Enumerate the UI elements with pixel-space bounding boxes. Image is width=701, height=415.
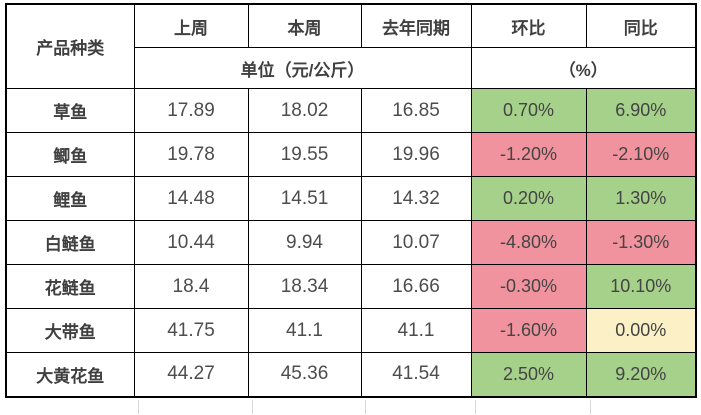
cell-last-week: 18.4 <box>133 264 249 309</box>
cell-yoy-change: 1.30% <box>585 176 697 221</box>
cell-product-name: 鲫鱼 <box>5 132 135 177</box>
cell-last-year: 41.1 <box>360 308 472 353</box>
table-row: 大带鱼 41.75 41.1 41.1 -1.60% 0.00% <box>5 308 697 353</box>
header-this-week: 本周 <box>247 3 362 48</box>
cell-yoy-change: 10.10% <box>585 264 697 309</box>
cell-this-week: 41.1 <box>247 308 362 353</box>
cell-wow-change: 0.20% <box>470 176 587 221</box>
table-row: 鲫鱼 19.78 19.55 19.96 -1.20% -2.10% <box>5 132 697 177</box>
cell-last-year: 16.85 <box>360 88 472 133</box>
table-row: 大黄花鱼 44.27 45.36 41.54 2.50% 9.20% <box>5 352 697 397</box>
table-row: 草鱼 17.89 18.02 16.85 0.70% 6.90% <box>5 88 697 133</box>
spreadsheet-region: 产品种类 上周 本周 去年同期 环比 同比 单位（元/公斤） （%） 草鱼 17.… <box>5 3 697 414</box>
cell-this-week: 19.55 <box>247 132 362 177</box>
cell-last-week: 14.48 <box>133 176 249 221</box>
cell-wow-change: 0.70% <box>470 88 587 133</box>
cell-wow-change: -4.80% <box>470 220 587 265</box>
cell-product-name: 大带鱼 <box>5 308 135 353</box>
gridline-stub <box>252 400 253 414</box>
cell-wow-change: -0.30% <box>470 264 587 309</box>
cell-last-week: 10.44 <box>133 220 249 265</box>
cell-this-week: 18.02 <box>247 88 362 133</box>
header-wow-change: 环比 <box>470 3 587 48</box>
cell-last-year: 16.66 <box>360 264 472 309</box>
cell-product-name: 花鲢鱼 <box>5 264 135 309</box>
cell-yoy-change: -2.10% <box>585 132 697 177</box>
cell-wow-change: -1.60% <box>470 308 587 353</box>
header-last-week: 上周 <box>133 3 249 48</box>
cell-product-name: 鲤鱼 <box>5 176 135 221</box>
cell-product-name: 大黄花鱼 <box>5 352 135 397</box>
cell-last-year: 10.07 <box>360 220 472 265</box>
cell-wow-change: 2.50% <box>470 352 587 397</box>
cell-last-year: 19.96 <box>360 132 472 177</box>
header-unit-price: 单位（元/公斤） <box>133 47 472 89</box>
gridline-stub <box>475 400 476 414</box>
table-row: 白鲢鱼 10.44 9.94 10.07 -4.80% -1.30% <box>5 220 697 265</box>
cell-this-week: 9.94 <box>247 220 362 265</box>
header-yoy-change: 同比 <box>585 3 697 48</box>
cell-last-year: 41.54 <box>360 352 472 397</box>
header-last-year-same-period: 去年同期 <box>360 3 472 48</box>
gridline-stub <box>365 400 366 414</box>
table-row: 鲤鱼 14.48 14.51 14.32 0.20% 1.30% <box>5 176 697 221</box>
gridline-stub <box>138 400 139 414</box>
cell-product-name: 草鱼 <box>5 88 135 133</box>
cell-last-week: 17.89 <box>133 88 249 133</box>
header-unit-percent: （%） <box>470 47 697 89</box>
header-row-2: 单位（元/公斤） （%） <box>6 47 697 89</box>
cell-last-week: 41.75 <box>133 308 249 353</box>
cell-this-week: 45.36 <box>247 352 362 397</box>
header-row-1: 产品种类 上周 本周 去年同期 环比 同比 <box>5 3 697 89</box>
cell-product-name: 白鲢鱼 <box>5 220 135 265</box>
header-product-type: 产品种类 <box>5 3 135 89</box>
cell-yoy-change: -1.30% <box>585 220 697 265</box>
cell-yoy-change: 0.00% <box>585 308 697 353</box>
cell-last-week: 44.27 <box>133 352 249 397</box>
cell-last-year: 14.32 <box>360 176 472 221</box>
cell-last-week: 19.78 <box>133 132 249 177</box>
cell-yoy-change: 6.90% <box>585 88 697 133</box>
gridline-stub <box>590 400 591 414</box>
table-row: 花鲢鱼 18.4 18.34 16.66 -0.30% 10.10% <box>5 264 697 309</box>
cell-this-week: 14.51 <box>247 176 362 221</box>
fish-price-table: 产品种类 上周 本周 去年同期 环比 同比 单位（元/公斤） （%） 草鱼 17.… <box>5 3 697 398</box>
cell-this-week: 18.34 <box>247 264 362 309</box>
cell-yoy-change: 9.20% <box>585 352 697 397</box>
cell-wow-change: -1.20% <box>470 132 587 177</box>
